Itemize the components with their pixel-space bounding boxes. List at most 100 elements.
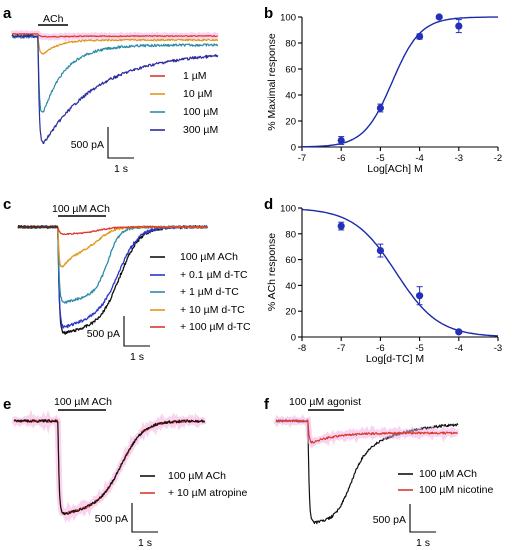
scale-bar-lines [107,127,134,159]
panel-c-letter: c [3,196,11,213]
x-tick-label: -3 [455,153,463,164]
panel-b-ylabel: % Maximal response [266,33,278,131]
panel-c: c 100 µM ACh 100 µM ACh + 0.1 µM d-TC + … [3,196,251,363]
scale-bar-current: 500 pA [87,328,120,340]
x-tick-label: -5 [376,153,384,164]
legend-a-label-0: 1 µM [183,70,207,82]
y-tick-label: 0 [291,333,296,344]
x-tick-label: -2 [494,153,502,164]
panel-d-ylabel: % ACh response [266,233,278,311]
y-tick-label: 80 [285,39,296,50]
x-tick-label: -7 [298,153,306,164]
legend-a-label-3: 300 µM [183,124,218,136]
panel-d-letter: d [264,196,273,213]
panel-c-stimulus-label: 100 µM ACh [52,203,110,215]
panel-b-letter: b [264,5,273,22]
data-point [337,136,345,145]
x-tick-label: -5 [415,343,423,354]
panel-a-legend: 1 µM 10 µM 100 µM 300 µM [150,70,218,136]
data-point [455,22,463,30]
panel-f: f 100 µM agonist 100 µM ACh 100 µM nicot… [264,396,494,549]
y-tick-label: 60 [285,255,296,266]
y-tick-label: 0 [291,143,296,154]
scale-bar-time: 1 s [130,351,144,363]
y-tick-label: 20 [285,307,296,318]
y-tick-label: 100 [280,13,296,24]
scale-bar-lines [131,503,158,533]
panel-b: b -7 -6 -5 -4 -3 -2 0 20 40 60 80 100 Log[ACh] M % … [264,5,502,175]
fit-curve [301,208,499,337]
trace-a-10uM [11,34,219,55]
x-tick-label: -7 [337,343,345,354]
panel-b-xlabel: Log[ACh] M [367,163,422,175]
panel-e-scale-bar: 500 pA 1 s [95,503,158,549]
trace-f-nicotine [275,419,458,444]
trace-a-100uM [11,35,219,113]
scale-bar-current: 500 pA [95,513,128,525]
panel-c-legend: 100 µM ACh + 0.1 µM d-TC + 1 µM d-TC + 1… [150,251,251,333]
fit-curve [301,16,498,148]
y-tick-label: 20 [285,117,296,128]
trace-e-ach [13,419,205,516]
trace-e-atropine-halo [11,409,207,524]
panel-f-traces [273,414,460,525]
scale-bar-time: 1 s [114,163,128,175]
trace-f-nicotine-halo [273,414,460,449]
legend-a-label-1: 10 µM [183,88,212,100]
legend-e-label-1: + 10 µM atropine [168,487,247,499]
panel-e-stimulus-label: 100 µM ACh [54,396,112,408]
panel-f-letter: f [264,396,270,413]
panel-a-stimulus-label: ACh [43,13,64,25]
panel-f-legend: 100 µM ACh 100 µM nicotine [398,468,494,496]
data-point [376,246,384,255]
panel-b-plot: -7 -6 -5 -4 -3 -2 0 20 40 60 80 100 [280,13,502,165]
data-point [455,328,463,336]
x-tick-label: -4 [415,153,423,164]
panel-c-traces [17,224,209,335]
panel-e-letter: e [3,396,11,413]
legend-c-label-3: + 10 µM d-TC [180,304,245,316]
panel-a-scale-bar: 500 pA 1 s [71,127,134,175]
legend-c-label-0: 100 µM ACh [180,251,238,263]
panel-d: d -8 -7 -6 -5 -4 -3 0 20 40 60 80 100 Log[d-TC] M %… [264,196,502,365]
data-point [416,292,424,300]
legend-f-label-1: 100 µM nicotine [419,484,494,496]
legend-e-label-0: 100 µM ACh [168,470,226,482]
scale-bar-current: 500 pA [373,514,406,526]
trace-a-1uM [11,32,219,38]
y-tick-label: 60 [285,65,296,76]
panel-a-letter: a [3,5,12,22]
y-tick-label: 40 [285,91,296,102]
panel-a: a ACh 1 µM 10 µM 100 µM 300 µM 500 pA 1 … [3,5,220,175]
trace-e-atropine [13,419,206,516]
x-tick-label: -8 [298,343,306,354]
data-point [376,104,384,112]
y-tick-label: 40 [285,281,296,292]
legend-c-label-1: + 0.1 µM d-TC [180,269,248,281]
data-point [416,32,424,41]
panel-e: e 100 µM ACh 100 µM ACh + 10 µM atropine… [3,396,247,549]
scale-bar-time: 1 s [138,537,152,549]
y-tick-label: 80 [285,229,296,240]
legend-c-label-4: + 100 µM d-TC [180,321,251,333]
x-tick-label: -3 [494,343,502,354]
y-tick-label: 100 [280,204,296,215]
scale-bar-current: 500 pA [71,139,104,151]
scale-bar-time: 1 s [416,537,430,549]
panel-c-scale-bar: 500 pA 1 s [87,316,150,363]
legend-a-label-2: 100 µM [183,106,218,118]
data-point [435,13,443,21]
x-tick-label: -4 [455,343,463,354]
legend-f-label-0: 100 µM ACh [419,468,477,480]
x-tick-label: -6 [337,153,345,164]
panel-f-stimulus-label: 100 µM agonist [289,396,361,408]
x-tick-label: -6 [376,343,384,354]
panel-a-traces [10,29,220,144]
panel-e-traces [11,409,207,524]
legend-c-label-2: + 1 µM d-TC [180,286,239,298]
scale-bar-lines [123,316,150,347]
data-point [337,222,345,230]
trace-a-300uM [11,33,219,144]
scale-bar-lines [409,504,436,533]
